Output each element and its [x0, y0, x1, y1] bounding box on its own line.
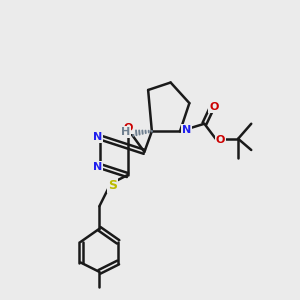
Text: S: S [108, 179, 117, 192]
Text: N: N [93, 162, 102, 172]
Text: O: O [216, 135, 225, 145]
Text: O: O [209, 102, 218, 112]
Text: O: O [124, 123, 133, 133]
Text: N: N [182, 125, 191, 135]
Text: N: N [93, 132, 102, 142]
Text: H: H [121, 127, 130, 137]
